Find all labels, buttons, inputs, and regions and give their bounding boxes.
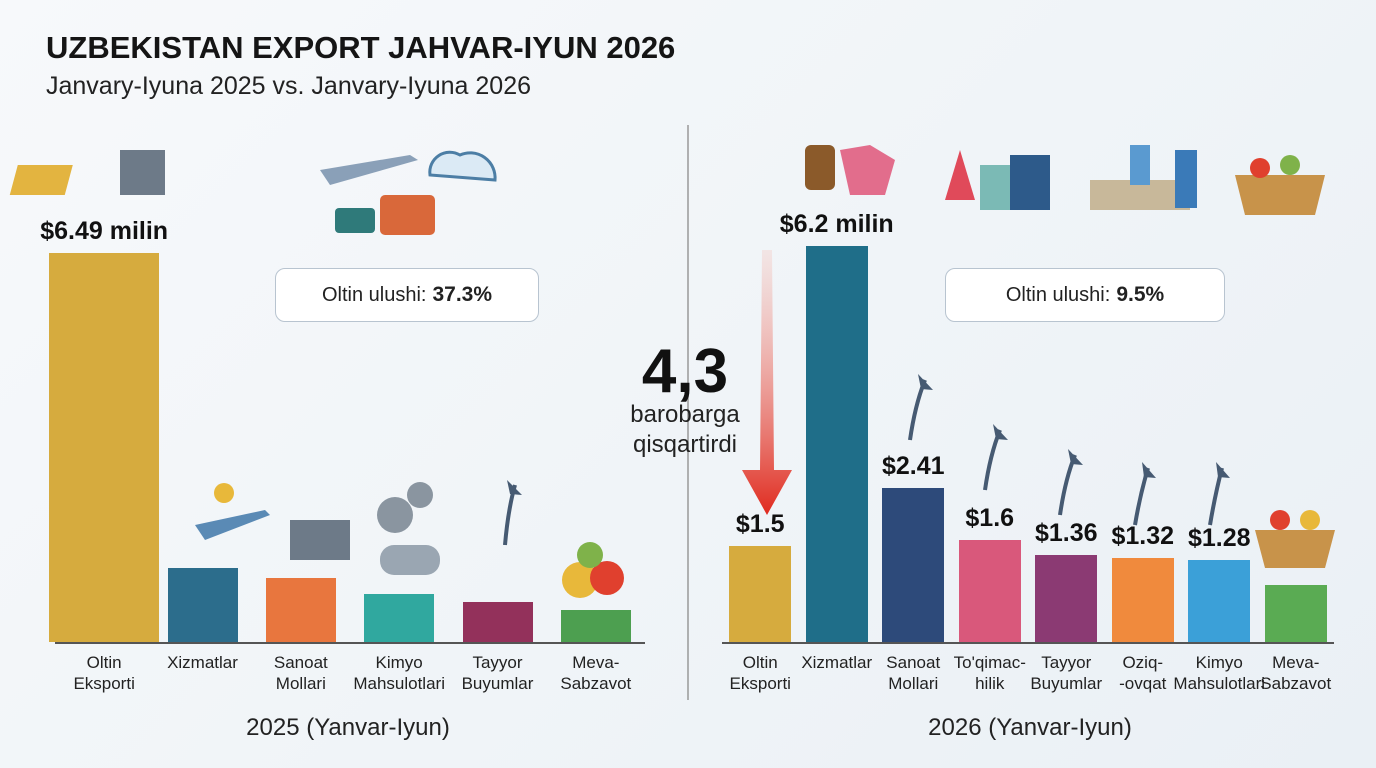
callout-label: Oltin ulushi: [1005, 283, 1111, 306]
value-label: $1.28 [1187, 524, 1251, 553]
bar [1188, 560, 1251, 642]
value-label: $1.6 [965, 503, 1015, 532]
arrow-heads [507, 374, 1230, 495]
bar [462, 601, 533, 642]
x-axis [722, 642, 1334, 644]
x-tick-label: Kimyo Mahsulotlari [1173, 653, 1266, 693]
bar [958, 539, 1021, 642]
subtitle: Janvary-Iyuna 2025 vs. Janvary-Iyuna 202… [46, 72, 531, 100]
x-tick-label: Sanoat Mollari [273, 653, 328, 693]
bar [560, 610, 631, 642]
x-tick-label: Xizmatlar [167, 653, 238, 672]
x-tick-label: Xizmatlar [801, 653, 873, 672]
down-arrow [742, 250, 792, 515]
bar [265, 577, 336, 642]
callout: Oltin ulushi: 37.3% [275, 268, 539, 322]
x-axis [55, 642, 645, 644]
callout-value: 9.5% [1116, 283, 1165, 306]
value-label: $2.41 [881, 452, 945, 481]
x-tick-label: Meva- Sabzavot [560, 653, 632, 693]
x-tick-label: Sanoat Mollari [886, 653, 941, 693]
x-tick-label: Oltin Eksporti [729, 653, 791, 693]
icons [9, 145, 1335, 598]
comparison-value: 4,3 [641, 337, 729, 406]
value-label: $1.36 [1034, 519, 1098, 548]
callout: Oltin ulushi: 9.5% [945, 268, 1225, 322]
x-tick-label: Meva- Sabzavot [1260, 653, 1332, 693]
x-tick-label: Kimyo Mahsulotlari [353, 653, 445, 693]
bar [882, 488, 945, 642]
x-axis-label: 2026 (Yanvar-Iyun) [928, 714, 1132, 741]
value-label: $1.32 [1111, 521, 1175, 550]
x-axis-label: 2025 (Yanvar-Iyun) [246, 714, 450, 741]
bar [729, 546, 792, 642]
bar [1264, 584, 1327, 642]
bar [1035, 555, 1098, 642]
value-label: $6.49 milin [40, 217, 169, 245]
bar [49, 253, 160, 642]
x-tick-label: Oltin Eksporti [73, 653, 135, 693]
callout-value: 37.3% [432, 283, 493, 306]
x-tick-label: Oziq- -ovqat [1119, 653, 1167, 693]
x-tick-label: Tayyor Buyumlar [1030, 653, 1103, 693]
value-label: $1.5 [735, 510, 785, 539]
bar [167, 568, 238, 642]
bar [1111, 557, 1174, 642]
x-tick-label: To'qimac- hilik [953, 653, 1026, 693]
title: UZBEKISTAN EXPORT JAHVAR-IYUN 2026 [46, 30, 676, 65]
callout-label: Oltin ulushi: [321, 283, 427, 306]
value-label: $6.2 milin [779, 210, 894, 238]
bar [805, 246, 868, 642]
comparison-text: barobarga qisqartirdi [630, 401, 740, 458]
bar [364, 594, 435, 642]
x-tick-label: Tayyor Buyumlar [461, 653, 534, 693]
